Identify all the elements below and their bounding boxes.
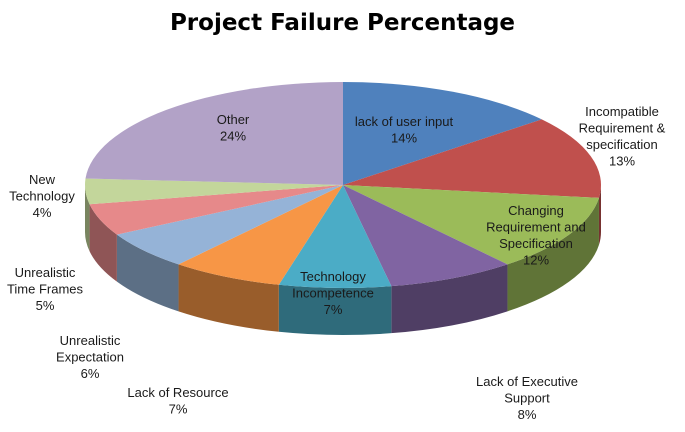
slice-percent-1: 13%: [609, 154, 635, 169]
pie-side-6: [116, 234, 179, 312]
pie-slice-9: [85, 82, 344, 185]
slice-percent-0: 14%: [391, 131, 417, 146]
pie-slice-1: [343, 119, 601, 198]
slice-percent-3: 8%: [518, 407, 537, 422]
slice-label-4: Technology Incompetence: [292, 269, 374, 301]
pie-side-7: [89, 204, 117, 282]
slice-label-0: lack of user input: [355, 114, 454, 129]
slice-label-2: Changing Requirement and Specification: [486, 203, 586, 251]
pie-slice-5: [178, 185, 343, 285]
slice-percent-9: 24%: [220, 129, 246, 144]
pie-labels: lack of user input 14% Incompatible Require…: [7, 104, 666, 422]
pie-slice-8: [85, 178, 343, 205]
slice-percent-8: 4%: [33, 205, 52, 220]
pie-side-3: [391, 264, 508, 334]
slice-percent-4: 7%: [324, 302, 343, 317]
pie-side-4: [278, 284, 392, 335]
pie-side-8: [85, 185, 90, 252]
slice-label-5: Lack of Resource: [127, 385, 228, 400]
slice-label-9: Other: [217, 112, 250, 127]
slice-percent-7: 5%: [36, 298, 55, 313]
slice-percent-6: 6%: [81, 366, 100, 381]
pie-slice-0: [343, 82, 542, 185]
slice-percent-5: 7%: [169, 402, 188, 417]
slice-label-6: Unrealistic Expectation: [56, 333, 124, 365]
pie-sides: [85, 185, 601, 335]
pie-slice-4: [278, 185, 392, 289]
slice-label-8: New Technology: [9, 172, 75, 204]
pie-slice-6: [116, 185, 344, 265]
chart-title: Project Failure Percentage: [169, 10, 516, 36]
pie-slice-3: [343, 185, 508, 287]
pie-side-1: [598, 185, 601, 245]
pie-slice-2: [343, 185, 599, 265]
slice-label-1: Incompatible Requirement & specification: [579, 104, 666, 152]
slice-percent-2: 12%: [523, 253, 549, 268]
pie-slice-7: [89, 185, 344, 235]
slice-label-7: Unrealistic Time Frames: [7, 265, 84, 297]
slice-label-3: Lack of Executive Support: [476, 374, 578, 406]
pie-side-2: [507, 197, 599, 312]
pie-side-5: [178, 264, 279, 332]
pie-tops: [85, 82, 601, 289]
